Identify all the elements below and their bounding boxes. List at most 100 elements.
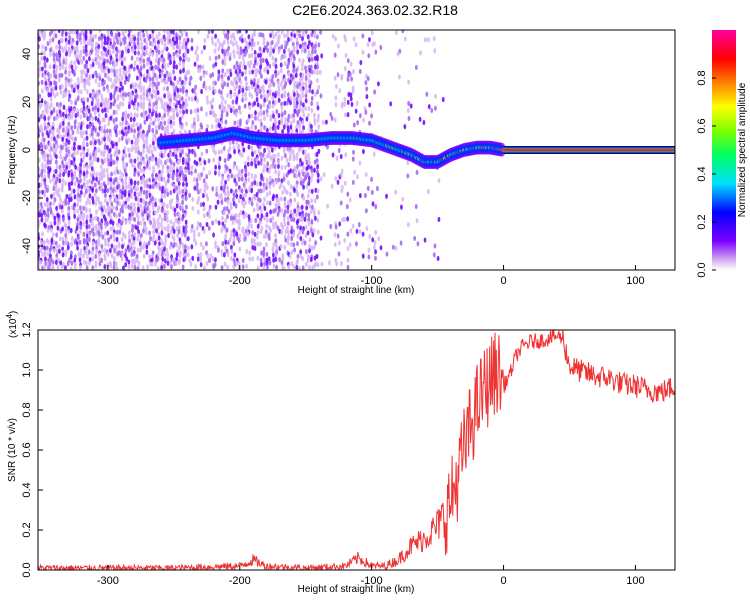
spectrogram-cell — [38, 128, 41, 134]
spectrogram-cell — [315, 157, 319, 164]
spectrogram-cell — [282, 176, 286, 182]
spectrogram-cell — [268, 200, 272, 206]
spectrogram-cell — [176, 87, 180, 94]
spectrogram-cell — [236, 49, 240, 55]
spectrogram-cell — [47, 133, 50, 139]
spectrogram-cell — [166, 209, 169, 216]
spectrogram-cell — [288, 191, 292, 197]
spectrogram-cell — [150, 156, 154, 163]
spectrogram-cell — [67, 71, 71, 78]
spectrogram-cell — [158, 73, 162, 79]
spectrogram-cell — [216, 199, 220, 205]
spectrogram-cell — [370, 113, 374, 119]
spectrogram-cell — [165, 79, 169, 85]
spectrogram-cell — [46, 217, 49, 223]
spectrogram-cell — [301, 171, 305, 177]
spectrogram-cell — [242, 147, 246, 153]
spectrogram-cell — [293, 55, 296, 62]
spectrogram-cell — [298, 123, 301, 130]
spectrogram-cell — [292, 264, 296, 270]
spectrogram-cell — [234, 112, 238, 118]
spectrogram-cell — [277, 207, 281, 213]
spectrogram-cell — [84, 249, 88, 255]
spectrogram-cell — [202, 72, 206, 78]
spectrogram-cell — [175, 39, 179, 45]
spectrogram-cell — [119, 41, 123, 47]
spectrogram-cell — [295, 155, 299, 161]
spectrogram-cell — [52, 121, 55, 128]
spectrogram-cell — [379, 44, 383, 51]
spectrogram-cell — [55, 64, 59, 70]
spectrogram-cell — [133, 158, 137, 164]
spectrogram-cell — [301, 119, 305, 125]
spectrogram-cell — [183, 232, 187, 238]
spectrogram-cell — [236, 44, 240, 50]
spectrogram-cell — [70, 30, 74, 35]
spectrogram-cell — [175, 185, 178, 191]
spectrogram-cell — [346, 76, 350, 82]
spectrogram-cell — [214, 61, 218, 67]
spectrogram-cell — [297, 147, 301, 153]
spectrogram-cell — [271, 74, 275, 80]
spectrogram-cell — [377, 236, 381, 242]
spectrogram-cell — [100, 97, 104, 103]
spectrogram-cell — [70, 99, 73, 105]
spectrogram-cell — [406, 107, 410, 113]
spectrogram-cell — [120, 75, 124, 81]
spectrogram-cell — [83, 163, 87, 169]
spectrogram-cell — [176, 168, 179, 174]
spectrogram-cell — [167, 232, 170, 239]
spectrogram-cell — [279, 182, 283, 188]
snr-x-tick-label: -100 — [361, 575, 383, 587]
spectrogram-cell — [156, 266, 160, 270]
spectrogram-cell — [250, 181, 254, 187]
spectrogram-cell — [226, 92, 230, 99]
spectrogram-cell — [124, 92, 128, 98]
spectrogram-cell — [224, 179, 227, 185]
spectrogram-cell — [272, 224, 276, 230]
spectrogram-cell — [306, 253, 310, 260]
spectrogram-cell — [70, 110, 74, 116]
spectrogram-cell — [280, 164, 284, 171]
spectrogram-cell — [160, 251, 164, 258]
spectrogram-cell — [88, 123, 92, 129]
spectrogram-cell — [121, 185, 125, 191]
spectrogram-cell — [148, 52, 152, 58]
spectrogram-cell — [40, 217, 44, 223]
spectrogram-cell — [225, 205, 229, 212]
spectrogram-cell — [140, 112, 144, 118]
spectrogram-cell — [178, 129, 182, 136]
spectrogram-cell — [258, 69, 262, 75]
spectrogram-cell — [166, 85, 169, 92]
spectrogram-cell — [289, 100, 292, 106]
spectrogram-cell — [370, 189, 374, 196]
spectrogram-cell — [250, 145, 254, 151]
spectrogram-cell — [132, 84, 136, 90]
spectrogram-cell — [307, 180, 311, 187]
spectrogram-cell — [85, 200, 88, 206]
spectrogram-cell — [115, 74, 119, 80]
spectrogram-cell — [173, 75, 177, 81]
spectrogram-cell — [187, 69, 191, 75]
spectrogram-cell — [364, 171, 368, 178]
spectrogram-cell — [241, 264, 245, 270]
spectrogram-cell — [308, 72, 311, 78]
spectrogram-cell — [114, 79, 118, 85]
spectrogram-cell — [372, 244, 376, 251]
spectrogram-cell — [178, 35, 182, 41]
spectrogram-cell — [270, 78, 274, 84]
spectrogram-cell — [309, 208, 313, 215]
spectrogram-cell — [90, 131, 94, 137]
spectrogram-cell — [95, 73, 99, 79]
spectrogram-cell — [151, 76, 155, 82]
spectrogram-cell — [281, 256, 285, 262]
spectrogram-cell — [220, 113, 224, 119]
spectrogram-cell — [66, 261, 70, 267]
spectrogram-cell — [186, 161, 190, 168]
spectrogram-cell — [127, 67, 131, 73]
spectrogram-cell — [124, 69, 128, 75]
spectrogram-cell — [343, 180, 347, 186]
spectrogram-cell — [166, 260, 170, 266]
spectrogram-cell — [189, 109, 193, 115]
spectrogram-cell — [129, 30, 133, 33]
